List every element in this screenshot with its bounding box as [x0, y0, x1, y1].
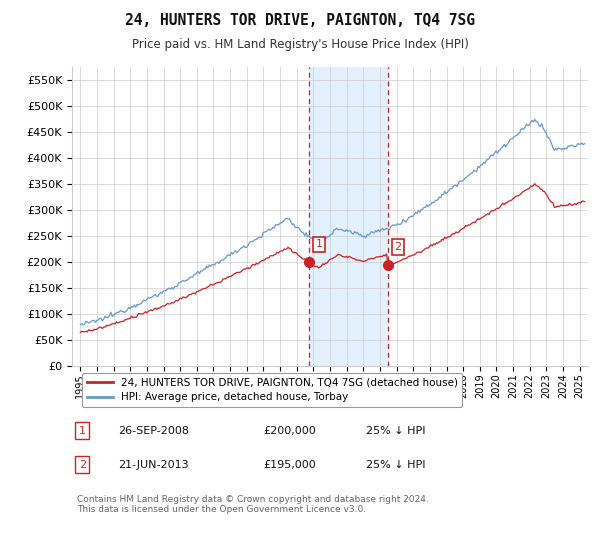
- Text: 26-SEP-2008: 26-SEP-2008: [118, 426, 190, 436]
- Text: Price paid vs. HM Land Registry's House Price Index (HPI): Price paid vs. HM Land Registry's House …: [131, 38, 469, 50]
- Text: 25% ↓ HPI: 25% ↓ HPI: [366, 426, 425, 436]
- Text: Contains HM Land Registry data © Crown copyright and database right 2024.
This d: Contains HM Land Registry data © Crown c…: [77, 495, 429, 514]
- Text: £200,000: £200,000: [263, 426, 316, 436]
- Text: 2: 2: [79, 460, 86, 469]
- Text: 24, HUNTERS TOR DRIVE, PAIGNTON, TQ4 7SG: 24, HUNTERS TOR DRIVE, PAIGNTON, TQ4 7SG: [125, 13, 475, 28]
- Text: £195,000: £195,000: [263, 460, 316, 469]
- Text: 1: 1: [79, 426, 86, 436]
- Legend: 24, HUNTERS TOR DRIVE, PAIGNTON, TQ4 7SG (detached house), HPI: Average price, d: 24, HUNTERS TOR DRIVE, PAIGNTON, TQ4 7SG…: [82, 373, 462, 407]
- Text: 1: 1: [316, 239, 323, 249]
- Text: 21-JUN-2013: 21-JUN-2013: [118, 460, 189, 469]
- Text: 25% ↓ HPI: 25% ↓ HPI: [366, 460, 425, 469]
- Text: 2: 2: [394, 242, 401, 252]
- Bar: [309, 67, 388, 366]
